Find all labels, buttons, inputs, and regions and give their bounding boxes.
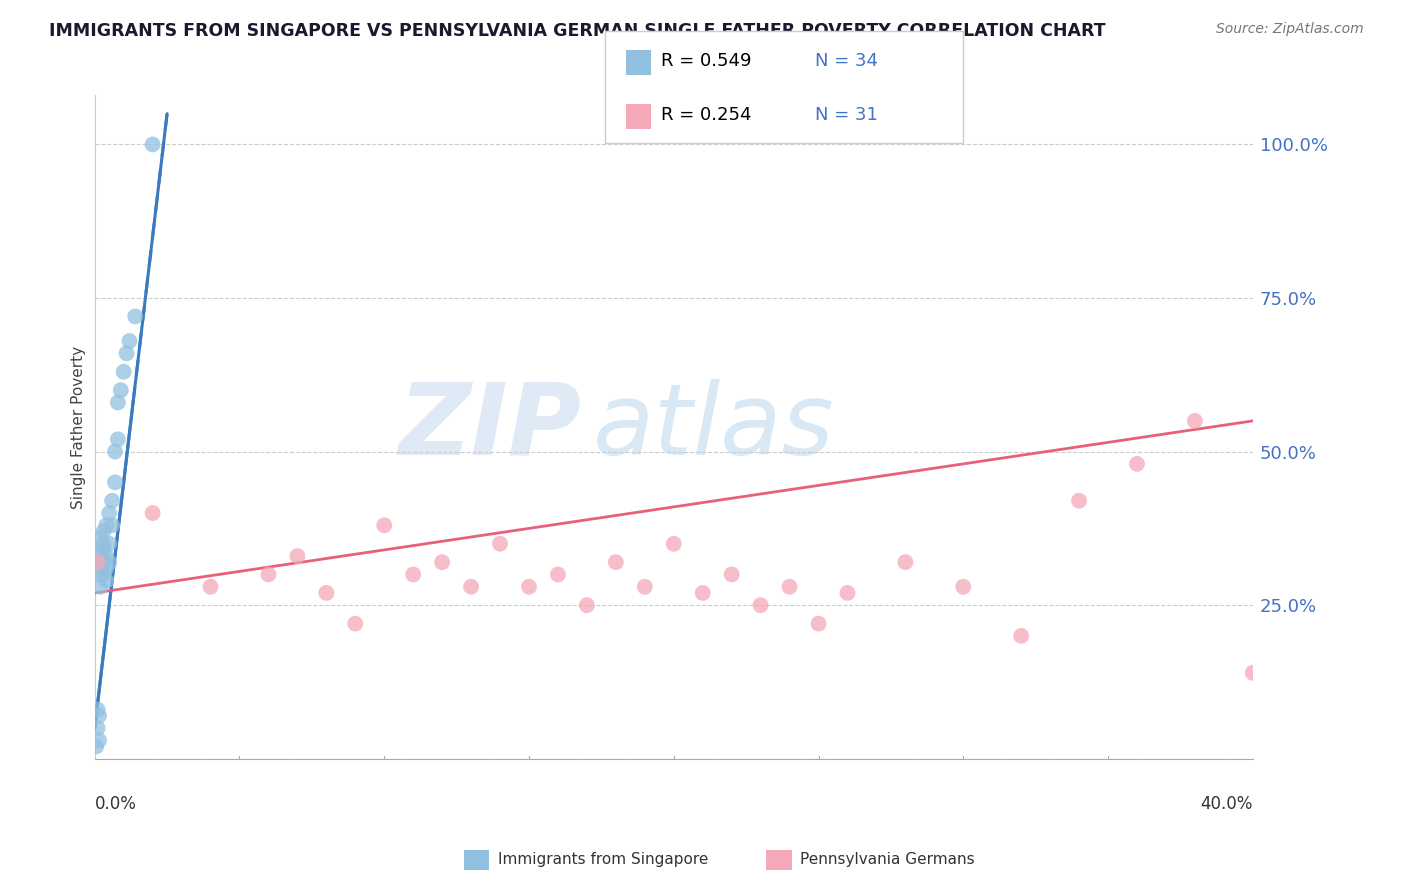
Point — [93, 537, 115, 551]
Point — [93, 555, 115, 569]
Text: IMMIGRANTS FROM SINGAPORE VS PENNSYLVANIA GERMAN SINGLE FATHER POVERTY CORRELATI: IMMIGRANTS FROM SINGAPORE VS PENNSYLVANI… — [49, 22, 1107, 40]
Point — [1184, 414, 1206, 428]
Point — [692, 586, 714, 600]
Point — [489, 537, 512, 551]
Point — [104, 475, 127, 490]
Point — [87, 733, 110, 747]
Point — [86, 703, 108, 717]
Point — [101, 493, 124, 508]
Point — [118, 334, 141, 348]
Point — [110, 383, 132, 397]
Point — [93, 567, 115, 582]
Point — [837, 586, 859, 600]
Point — [98, 506, 121, 520]
Point — [894, 555, 917, 569]
Point — [89, 531, 111, 545]
Point — [107, 395, 129, 409]
Text: ZIP: ZIP — [398, 378, 581, 475]
Point — [575, 598, 598, 612]
Point — [1010, 629, 1032, 643]
Point — [84, 739, 107, 754]
Point — [115, 346, 138, 360]
Point — [93, 542, 115, 557]
Point — [98, 555, 121, 569]
Point — [315, 586, 337, 600]
Point — [89, 555, 111, 569]
Point — [952, 580, 974, 594]
Point — [720, 567, 742, 582]
Text: R = 0.254: R = 0.254 — [661, 106, 751, 124]
Text: 40.0%: 40.0% — [1201, 796, 1253, 814]
Point — [344, 616, 367, 631]
Point — [87, 708, 110, 723]
Point — [112, 365, 135, 379]
Point — [96, 561, 118, 575]
Point — [1126, 457, 1149, 471]
Point — [430, 555, 453, 569]
Point — [287, 549, 309, 563]
Point — [104, 444, 127, 458]
Point — [89, 580, 111, 594]
Point — [124, 310, 146, 324]
Y-axis label: Single Father Poverty: Single Father Poverty — [72, 345, 86, 508]
Point — [373, 518, 395, 533]
Point — [96, 574, 118, 588]
Point — [142, 506, 165, 520]
Text: 0.0%: 0.0% — [94, 796, 136, 814]
Point — [749, 598, 772, 612]
Text: atlas: atlas — [593, 378, 834, 475]
Point — [98, 537, 121, 551]
Point — [89, 567, 111, 582]
Point — [107, 433, 129, 447]
Point — [89, 542, 111, 557]
Point — [200, 580, 222, 594]
Point — [1067, 493, 1090, 508]
Point — [96, 518, 118, 533]
Text: Immigrants from Singapore: Immigrants from Singapore — [498, 853, 709, 867]
Point — [142, 137, 165, 152]
Point — [460, 580, 482, 594]
Text: R = 0.549: R = 0.549 — [661, 52, 751, 70]
Point — [1241, 665, 1264, 680]
Point — [402, 567, 425, 582]
Point — [257, 567, 280, 582]
Text: N = 31: N = 31 — [815, 106, 879, 124]
Point — [779, 580, 801, 594]
Point — [86, 555, 108, 569]
Text: N = 34: N = 34 — [815, 52, 879, 70]
Point — [86, 721, 108, 735]
Text: Source: ZipAtlas.com: Source: ZipAtlas.com — [1216, 22, 1364, 37]
Point — [634, 580, 657, 594]
Point — [605, 555, 627, 569]
Point — [101, 518, 124, 533]
Point — [547, 567, 569, 582]
Point — [96, 549, 118, 563]
Point — [93, 524, 115, 539]
Text: Pennsylvania Germans: Pennsylvania Germans — [800, 853, 974, 867]
Point — [662, 537, 685, 551]
Point — [807, 616, 830, 631]
Point — [517, 580, 540, 594]
